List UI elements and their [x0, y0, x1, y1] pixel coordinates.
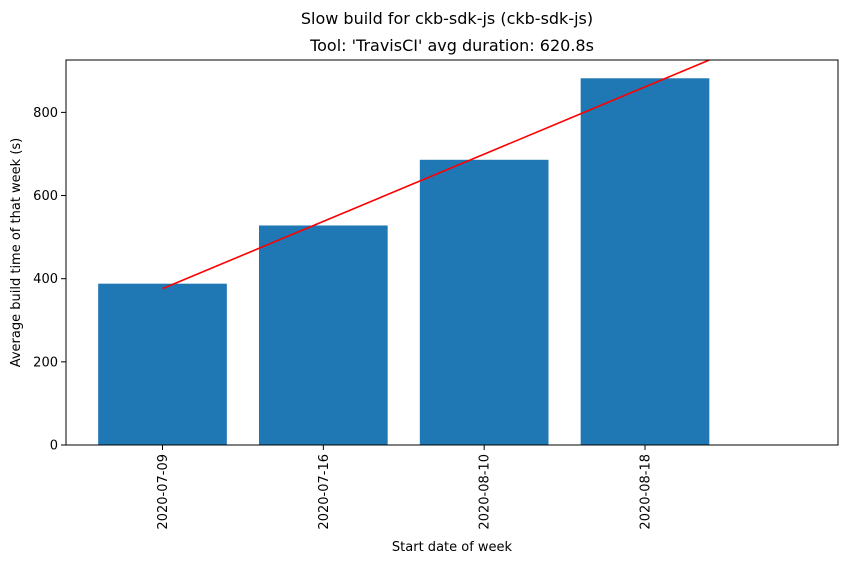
- y-tick-label-600: 600: [33, 189, 58, 204]
- x-axis-ticks: 2020-07-09 2020-07-16 2020-08-10 2020-08-18: [156, 445, 654, 530]
- trend-line: [162, 59, 710, 290]
- y-axis-label: Average build time of that week (s): [9, 138, 24, 368]
- bar-2020-08-10: [419, 159, 549, 446]
- y-tick-label-0: 0: [50, 439, 58, 454]
- bar-2020-07-09: [98, 283, 227, 445]
- bars-group: [98, 78, 710, 446]
- y-axis-ticks: 0 200 400 600 800: [33, 106, 66, 454]
- x-tick-label-2020-07-16: 2020-07-16: [317, 454, 332, 530]
- y-tick-label-800: 800: [33, 106, 58, 121]
- x-tick-label-2020-07-09: 2020-07-09: [156, 454, 171, 530]
- trend-line-group: [162, 59, 710, 290]
- x-tick-label-2020-08-10: 2020-08-10: [478, 454, 493, 530]
- plot-area-frame: [65, 59, 839, 446]
- figure-suptitle: Slow build for ckb-sdk-js (ckb-sdk-js): [301, 9, 593, 28]
- x-tick-label-2020-08-18: 2020-08-18: [639, 454, 654, 530]
- bar-2020-08-18: [580, 78, 710, 446]
- x-axis-label: Start date of week: [392, 540, 513, 555]
- y-tick-label-200: 200: [33, 355, 58, 370]
- bar-2020-07-16: [259, 225, 388, 445]
- y-tick-label-400: 400: [33, 272, 58, 287]
- chart-title: Tool: 'TravisCI' avg duration: 620.8s: [309, 36, 594, 55]
